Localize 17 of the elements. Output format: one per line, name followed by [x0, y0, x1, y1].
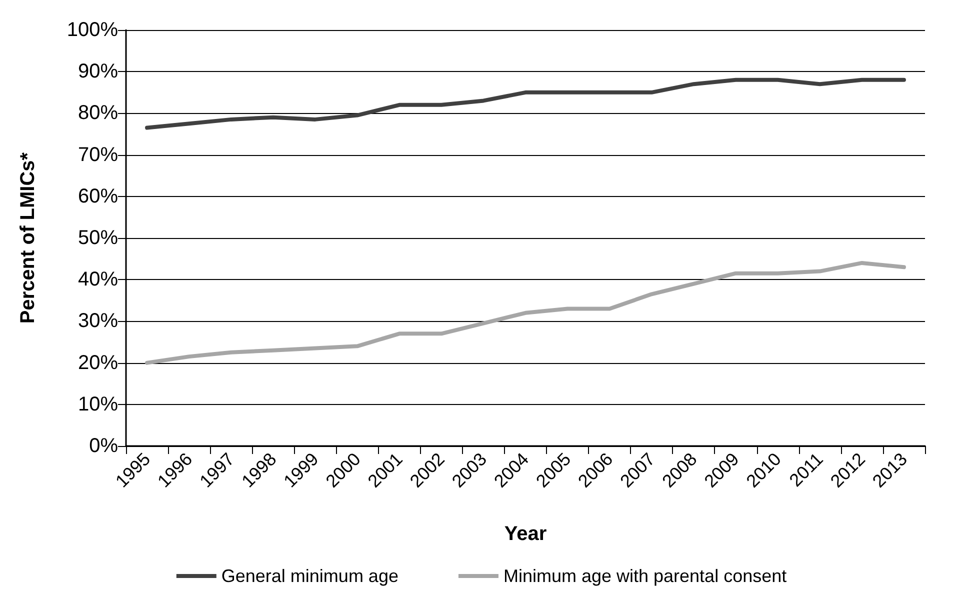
x-axis-title: Year	[504, 523, 547, 545]
y-tick-label: 90%	[78, 60, 118, 83]
y-tick-label: 60%	[78, 185, 118, 208]
y-axis-title: Percent of LMICs*	[17, 152, 39, 324]
y-tick-label: 0%	[89, 435, 118, 457]
y-tick-label: 100%	[66, 19, 118, 41]
y-tick-label: 70%	[78, 144, 118, 166]
line-series	[145, 260, 906, 365]
y-tick-label: 40%	[78, 268, 118, 291]
y-tick-label: 20%	[78, 352, 118, 374]
line-series	[145, 78, 906, 130]
y-tick-label: 30%	[78, 310, 118, 332]
legend-label: Minimum age with parental consent	[503, 566, 787, 586]
y-tick-label: 50%	[78, 227, 118, 249]
legend-label: General minimum age	[221, 566, 398, 586]
y-tick-label: 80%	[78, 102, 118, 124]
y-tick-label: 10%	[78, 393, 118, 416]
